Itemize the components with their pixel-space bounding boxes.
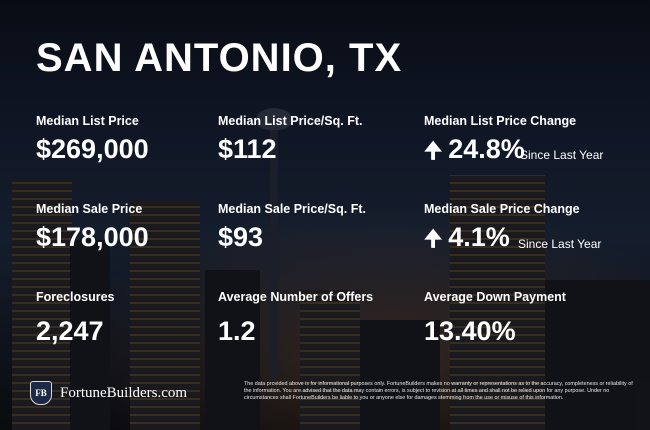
building-silhouette <box>130 200 200 430</box>
metric-value: 4.1% <box>448 222 510 252</box>
metric-value: $178,000 <box>36 222 149 252</box>
metric-label: Average Down Payment <box>424 290 566 304</box>
metric-label: Median List Price/Sq. Ft. <box>218 114 363 128</box>
building-silhouette <box>545 280 650 430</box>
brand-logo: FB FortuneBuilders.com <box>30 381 187 405</box>
metric-value: $93 <box>218 222 264 252</box>
metric-label: Median List Price Change <box>424 114 577 128</box>
metric-label: Median Sale Price Change <box>424 202 580 216</box>
metric-value: 13.40% <box>424 316 516 346</box>
tower-silhouette <box>270 118 278 378</box>
arrow-up-icon: 🠉 <box>424 138 443 163</box>
building-silhouette <box>450 175 545 430</box>
metric-note: Since Last Year <box>518 237 602 251</box>
building-silhouette <box>205 270 260 430</box>
metric-note: Since Last Year <box>520 148 604 162</box>
metric-value: $269,000 <box>36 134 149 164</box>
metric-label: Median List Price <box>36 114 139 128</box>
metric-change: 🠉 4.1% <box>424 222 510 260</box>
building-silhouette <box>360 320 440 430</box>
tower-top-silhouette <box>256 108 292 130</box>
brand-name: FortuneBuilders.com <box>60 384 188 401</box>
building-silhouette <box>70 240 110 430</box>
metric-value: 2,247 <box>36 316 104 346</box>
arrow-up-icon: 🠉 <box>424 226 443 251</box>
metric-label: Foreclosures <box>36 290 115 304</box>
metric-value: $112 <box>218 134 277 164</box>
disclaimer-text: The data provided above is for informati… <box>244 381 633 402</box>
page-title: SAN ANTONIO, TX <box>36 36 403 80</box>
building-silhouette <box>300 290 360 430</box>
metric-change: 🠉 24.8% <box>424 134 525 172</box>
metric-label: Median Sale Price <box>36 202 143 216</box>
metric-value: 1.2 <box>218 316 256 346</box>
metric-label: Median Sale Price/Sq. Ft. <box>218 202 366 216</box>
shield-logo-icon: FB <box>30 381 52 405</box>
metric-value: 24.8% <box>448 134 525 164</box>
metric-label: Average Number of Offers <box>218 290 374 304</box>
